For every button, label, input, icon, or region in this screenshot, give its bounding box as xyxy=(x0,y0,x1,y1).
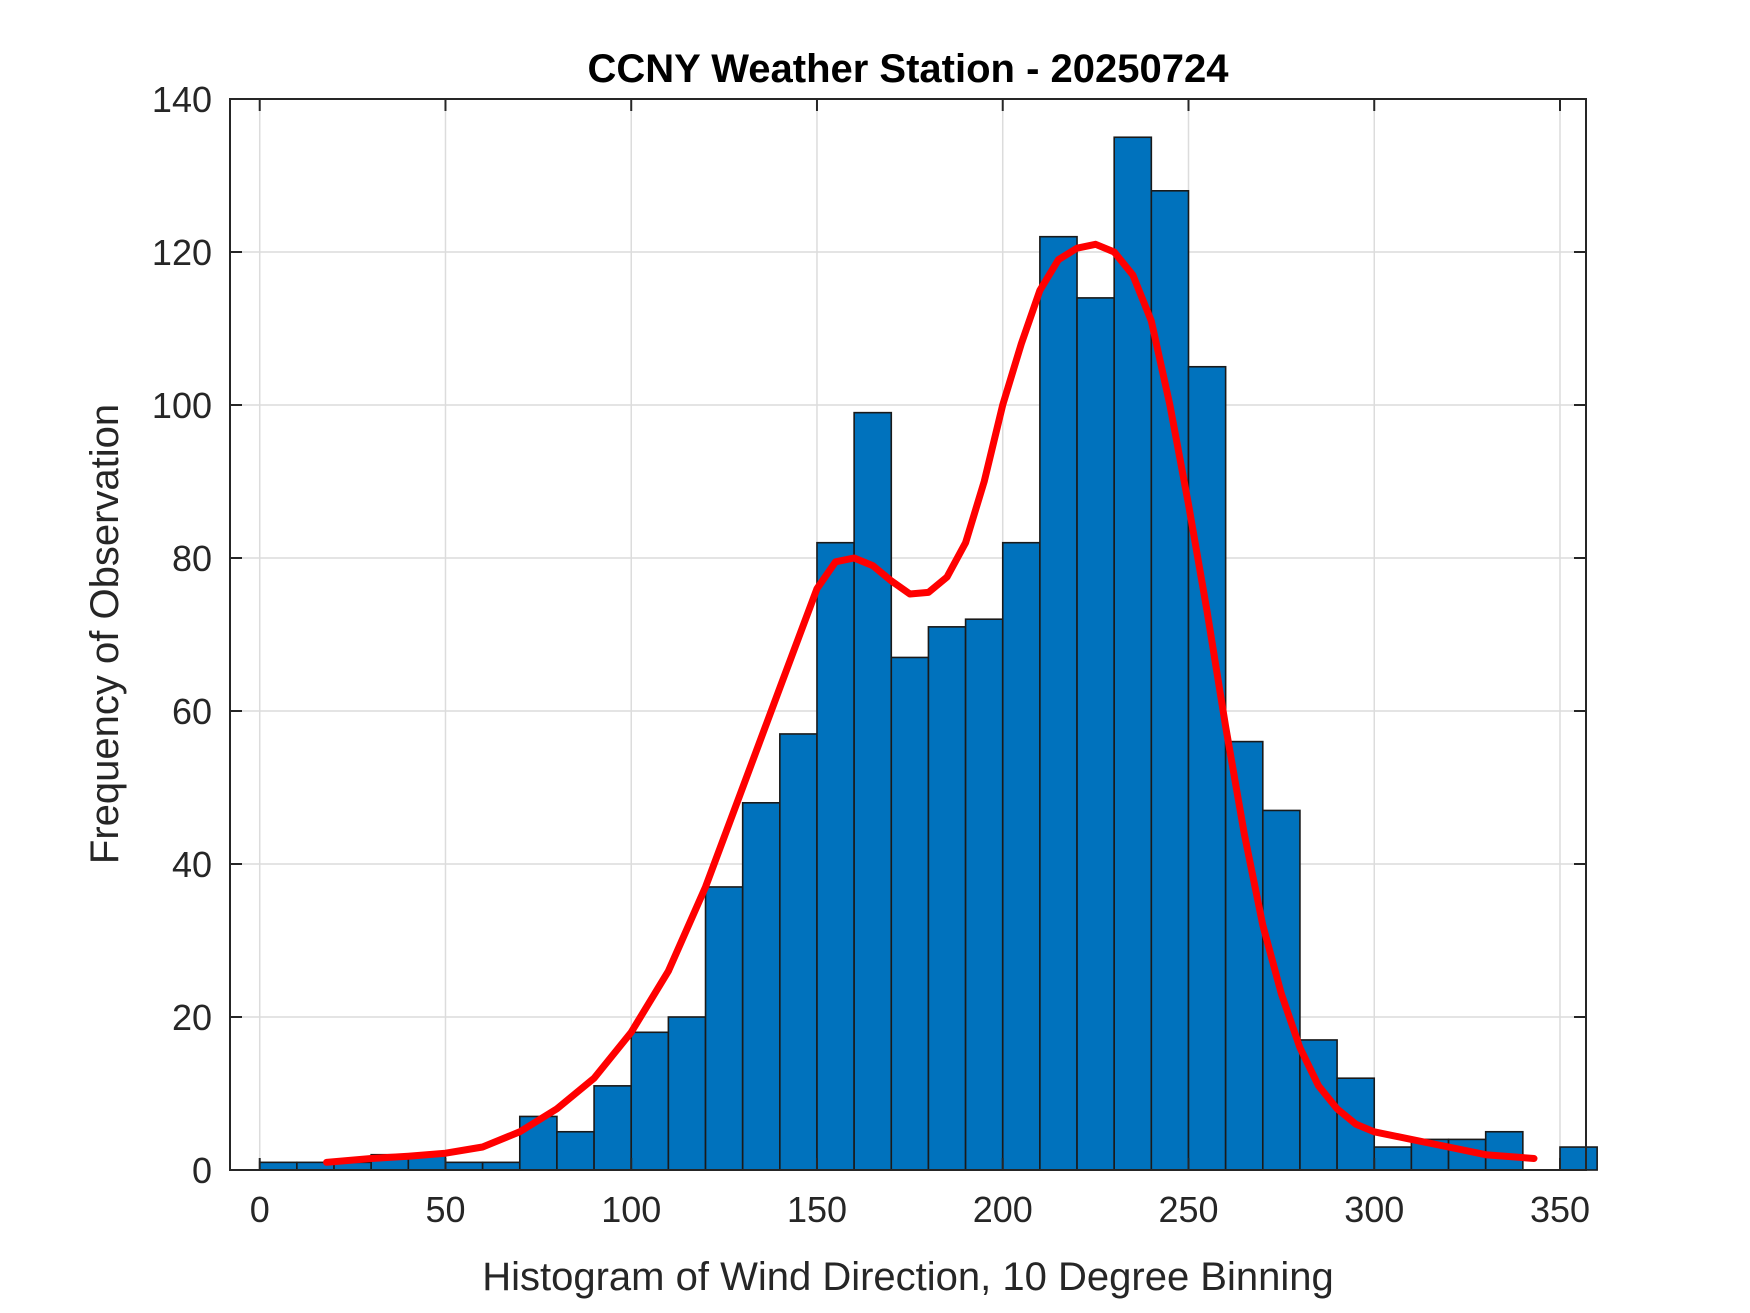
x-tick-label: 100 xyxy=(601,1189,661,1230)
y-axis-label: Frequency of Observation xyxy=(83,404,127,864)
y-tick-label: 40 xyxy=(172,844,212,885)
histogram-bar xyxy=(556,1130,595,1171)
histogram-bar xyxy=(704,886,744,1171)
x-tick-label: 350 xyxy=(1530,1189,1590,1230)
histogram-bar xyxy=(258,1161,298,1171)
histogram-bar xyxy=(481,1161,521,1171)
histogram-bar xyxy=(779,733,818,1171)
histogram-bar xyxy=(853,411,893,1171)
histogram-bar xyxy=(1373,1146,1413,1171)
histogram-bar xyxy=(1001,541,1041,1171)
histogram-bar xyxy=(964,618,1004,1171)
histogram-bar xyxy=(1187,365,1227,1171)
histogram-bar xyxy=(890,656,930,1171)
histogram-bar xyxy=(1113,136,1153,1171)
histogram-bar xyxy=(1076,297,1115,1171)
histogram-bar xyxy=(667,1016,707,1171)
x-tick-label: 200 xyxy=(973,1189,1033,1230)
histogram-bar xyxy=(816,541,855,1171)
histogram-bar xyxy=(444,1161,484,1171)
histogram-bar xyxy=(741,801,781,1171)
chart-title: CCNY Weather Station - 20250724 xyxy=(588,47,1230,91)
histogram-bars xyxy=(258,136,1598,1171)
fit-curve-line xyxy=(323,240,1538,1166)
y-tick-label: 140 xyxy=(152,79,212,120)
histogram-bar xyxy=(927,626,967,1171)
x-tick-label: 50 xyxy=(425,1189,465,1230)
fit-curve-layer xyxy=(323,240,1538,1166)
x-tick-label: 300 xyxy=(1344,1189,1404,1230)
histogram-bar xyxy=(1039,235,1078,1171)
y-tick-label: 20 xyxy=(172,997,212,1038)
y-tick-label: 100 xyxy=(152,385,212,426)
x-axis-label: Histogram of Wind Direction, 10 Degree B… xyxy=(482,1255,1334,1299)
y-tick-label: 60 xyxy=(172,691,212,732)
x-tick-label: 0 xyxy=(250,1189,270,1230)
x-tick-label: 250 xyxy=(1158,1189,1218,1230)
histogram-bar xyxy=(1484,1130,1524,1171)
plot-area-frame xyxy=(229,98,1587,1171)
y-tick-label: 120 xyxy=(152,232,212,273)
histogram-bar xyxy=(1559,1146,1598,1171)
histogram-bar xyxy=(1224,740,1264,1171)
axis-ticks: 0 50 100 150 200 250 300 350 0 20 40 60 80 100 120 140 xyxy=(152,79,1590,1230)
y-tick-label: 0 xyxy=(192,1150,212,1191)
x-tick-label: 150 xyxy=(787,1189,847,1230)
y-tick-label: 80 xyxy=(172,538,212,579)
histogram-bar xyxy=(630,1031,670,1171)
histogram-bar xyxy=(593,1085,633,1171)
